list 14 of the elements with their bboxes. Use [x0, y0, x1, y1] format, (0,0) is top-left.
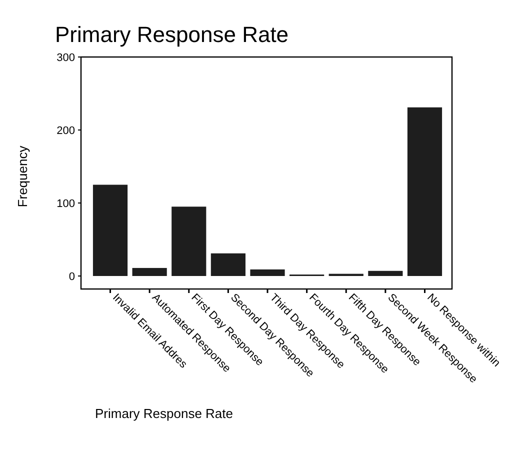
bar [368, 270, 403, 276]
y-tick-label: 300 [56, 52, 75, 64]
bar [132, 268, 167, 276]
bar [210, 253, 246, 276]
bar [92, 184, 128, 276]
y-tick-label: 0 [68, 270, 75, 283]
bar [250, 269, 285, 276]
y-axis-title: Frequency [15, 145, 30, 208]
y-tick-label: 200 [56, 124, 75, 137]
x-axis-title: Primary Response Rate [95, 406, 233, 421]
bar [407, 107, 442, 276]
chart-title: Primary Response Rate [55, 22, 289, 47]
bar [172, 206, 206, 276]
y-tick-label: 100 [56, 198, 75, 210]
